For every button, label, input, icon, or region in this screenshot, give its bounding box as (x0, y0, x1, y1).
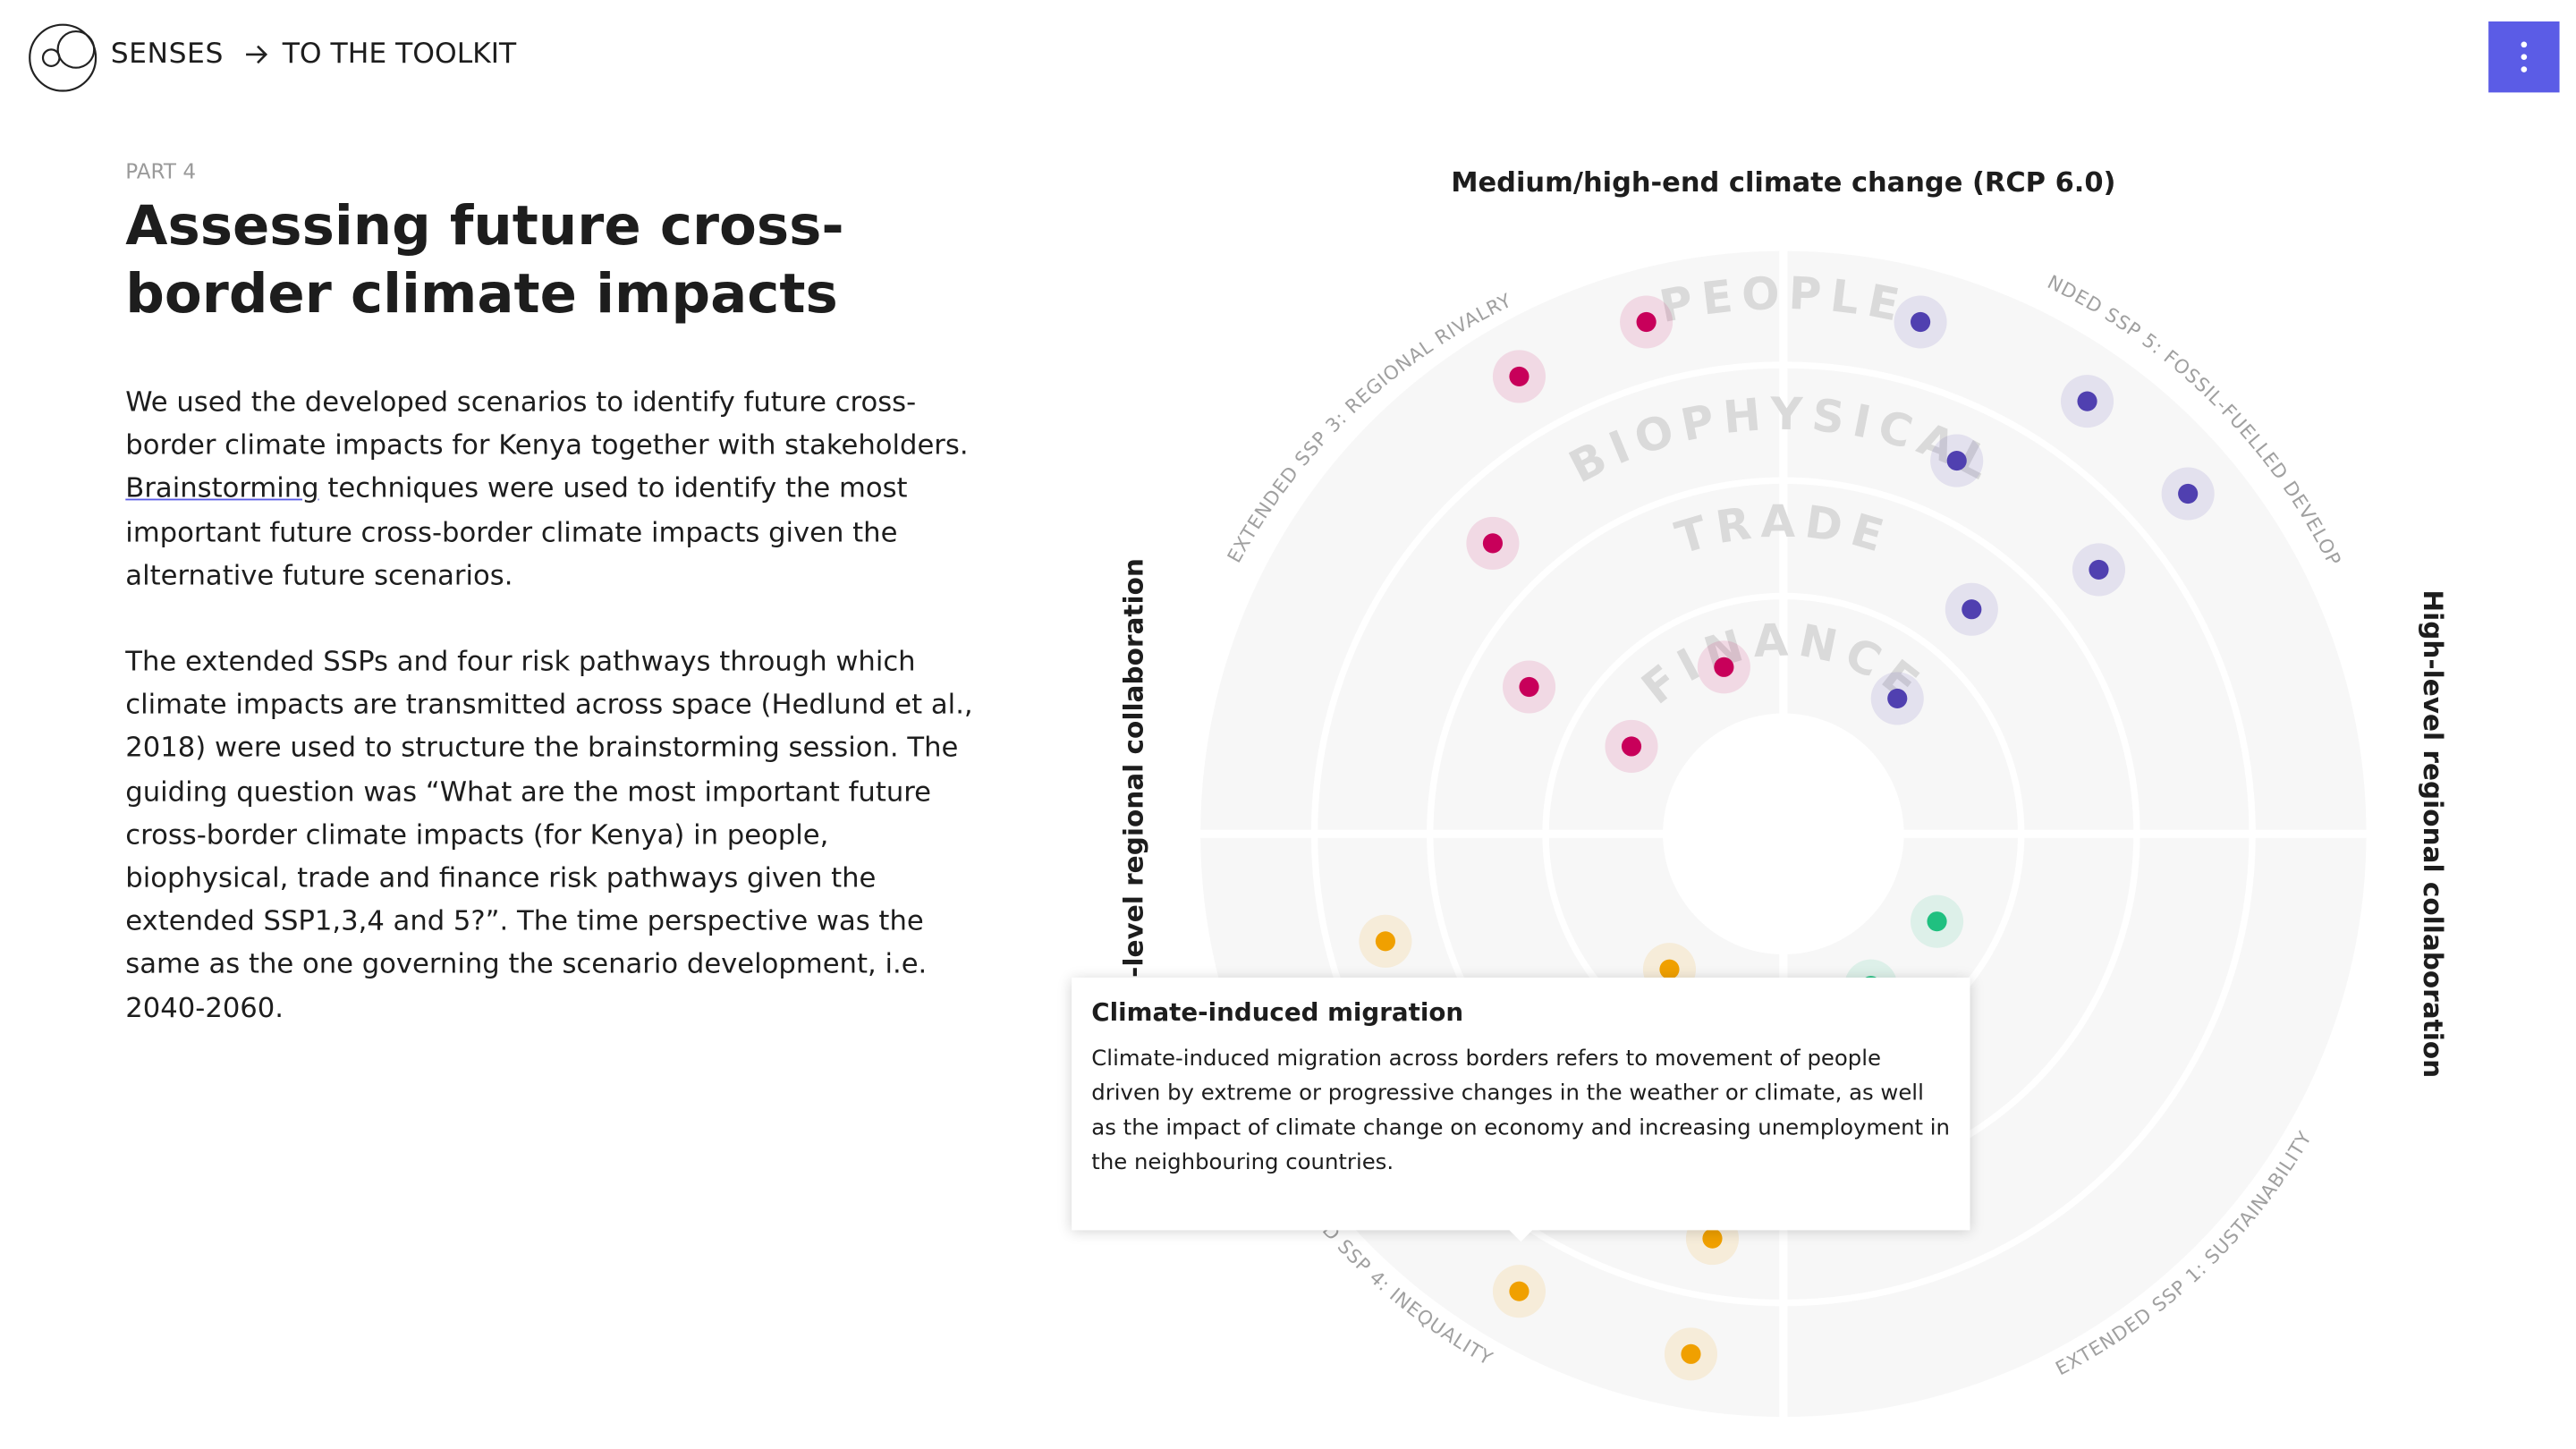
axis-label: High-level regional collaboration (2418, 589, 2448, 1078)
tooltip-arrow (1507, 1228, 1535, 1242)
figure-title: Medium/high-end climate change (RCP 6.0) (1451, 167, 2115, 199)
text: We used the developed scenarios to ident… (125, 386, 969, 462)
menu-icon (2521, 41, 2528, 72)
toolkit-link[interactable]: TO THE TOOLKIT (282, 38, 517, 72)
axis-label: Low-level regional collaboration (1119, 558, 1149, 1037)
brand[interactable]: SENSES (110, 38, 224, 72)
part-label: PART 4 (125, 158, 197, 183)
paragraph: The extended SSPs and four risk pathways… (125, 645, 973, 1023)
link[interactable]: Brainstorming (125, 472, 319, 504)
tooltip-text: Climate-induced migration across borders… (1091, 1046, 1950, 1176)
menu-button[interactable] (2488, 21, 2560, 93)
impact-dots[interactable] (1359, 295, 2215, 1381)
paragraph: We used the developed scenarios to ident… (125, 381, 992, 597)
arrow-icon (246, 45, 268, 64)
tooltip: Climate-induced migration Climate-induce… (1072, 977, 1970, 1231)
title: Assessing future cross-border climate im… (125, 193, 844, 326)
text: techniques were used to identify the mos… (125, 472, 908, 591)
logo[interactable] (29, 23, 97, 92)
tooltip-title: Climate-induced migration (1091, 997, 1464, 1028)
